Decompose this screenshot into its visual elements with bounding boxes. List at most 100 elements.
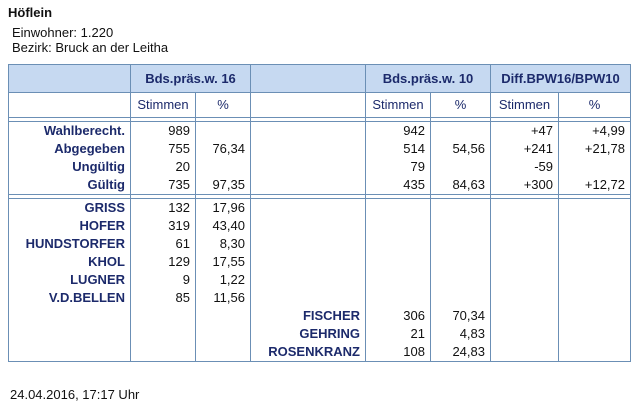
table-cell: Ungültig bbox=[8, 158, 131, 176]
table-cell: 989 bbox=[130, 121, 196, 140]
table-cell: 20 bbox=[130, 158, 196, 176]
table-cell: Bds.präs.w. 16 bbox=[130, 64, 251, 93]
table-cell bbox=[130, 307, 196, 325]
table-cell: -59 bbox=[490, 158, 559, 176]
table-row: Stimmen% Stimmen% Stimmen% bbox=[8, 92, 631, 118]
timestamp: 24.04.2016, 17:17 Uhr bbox=[10, 387, 140, 402]
table-row: LUGNER 9 1,22 bbox=[8, 271, 631, 289]
table-cell: 17,55 bbox=[195, 253, 251, 271]
table-cell bbox=[365, 289, 431, 307]
table-cell bbox=[195, 343, 251, 362]
table-cell: 54,56 bbox=[430, 140, 491, 158]
table-cell bbox=[430, 235, 491, 253]
table-cell bbox=[558, 217, 631, 235]
table-row: HUNDSTORFER 61 8,30 bbox=[8, 235, 631, 253]
table-cell bbox=[490, 343, 559, 362]
table-cell bbox=[430, 121, 491, 140]
table-row: Ungültig 20 79 -59 bbox=[8, 158, 631, 176]
table-cell: 97,35 bbox=[195, 176, 251, 195]
table-cell bbox=[130, 343, 196, 362]
results-table: Bds.präs.w. 16 Bds.präs.w. 10 Diff.BPW16/B… bbox=[8, 64, 631, 362]
table-cell: 755 bbox=[130, 140, 196, 158]
table-cell: HOFER bbox=[8, 217, 131, 235]
table-cell: FISCHER bbox=[250, 307, 366, 325]
table-cell bbox=[558, 271, 631, 289]
table-cell: 70,34 bbox=[430, 307, 491, 325]
table-cell: 108 bbox=[365, 343, 431, 362]
table-cell: KHOL bbox=[8, 253, 131, 271]
table-cell bbox=[430, 198, 491, 217]
table-cell: 24,83 bbox=[430, 343, 491, 362]
table-cell: 84,63 bbox=[430, 176, 491, 195]
table-cell: Stimmen bbox=[365, 92, 431, 118]
table-cell: 319 bbox=[130, 217, 196, 235]
table-row: HOFER 319 43,40 bbox=[8, 217, 631, 235]
table-cell: % bbox=[430, 92, 491, 118]
table-cell bbox=[430, 271, 491, 289]
table-cell bbox=[490, 235, 559, 253]
table-cell: 132 bbox=[130, 198, 196, 217]
table-cell: 4,83 bbox=[430, 325, 491, 343]
table-cell bbox=[430, 253, 491, 271]
table-row: GEHRING 21 4,83 bbox=[8, 325, 631, 343]
table-cell: +4,99 bbox=[558, 121, 631, 140]
table-row: GRISS 132 17,96 bbox=[8, 198, 631, 217]
table-cell: 17,96 bbox=[195, 198, 251, 217]
table-cell bbox=[490, 307, 559, 325]
table-cell bbox=[558, 325, 631, 343]
table-cell bbox=[250, 198, 366, 217]
table-row: Gültig 735 97,35 435 84,63 +300 +12,72 bbox=[8, 176, 631, 195]
table-cell bbox=[490, 289, 559, 307]
table-cell bbox=[250, 289, 366, 307]
population: Einwohner: 1.220 bbox=[12, 25, 114, 40]
table-row bbox=[8, 117, 631, 122]
table-cell: +47 bbox=[490, 121, 559, 140]
table-cell bbox=[250, 217, 366, 235]
table-cell bbox=[130, 325, 196, 343]
table-cell: +241 bbox=[490, 140, 559, 158]
table-cell: 61 bbox=[130, 235, 196, 253]
table-cell bbox=[558, 289, 631, 307]
table-cell bbox=[250, 271, 366, 289]
table-cell: 514 bbox=[365, 140, 431, 158]
table-row: ROSENKRANZ 108 24,83 bbox=[8, 343, 631, 362]
table-cell: 79 bbox=[365, 158, 431, 176]
table-cell bbox=[490, 325, 559, 343]
table-cell: Stimmen bbox=[490, 92, 559, 118]
table-row: KHOL 129 17,55 bbox=[8, 253, 631, 271]
table-cell: 306 bbox=[365, 307, 431, 325]
table-cell: +21,78 bbox=[558, 140, 631, 158]
table-row: FISCHER 306 70,34 bbox=[8, 307, 631, 325]
table-cell: 1,22 bbox=[195, 271, 251, 289]
table-row: Abgegeben 755 76,34 514 54,56 +241 +21,78 bbox=[8, 140, 631, 158]
table-cell bbox=[365, 217, 431, 235]
table-cell: 11,56 bbox=[195, 289, 251, 307]
table-cell bbox=[430, 158, 491, 176]
table-row: Wahlberecht. 989 942 +47 +4,99 bbox=[8, 121, 631, 140]
table-cell: Gültig bbox=[8, 176, 131, 195]
table-cell: +300 bbox=[490, 176, 559, 195]
table-row bbox=[8, 194, 631, 199]
table-cell bbox=[250, 92, 366, 118]
table-cell: 9 bbox=[130, 271, 196, 289]
table-cell bbox=[558, 194, 631, 199]
table-cell bbox=[250, 235, 366, 253]
table-cell bbox=[8, 92, 131, 118]
table-cell: LUGNER bbox=[8, 271, 131, 289]
table-cell bbox=[250, 158, 366, 176]
table-cell: HUNDSTORFER bbox=[8, 235, 131, 253]
table-cell: GRISS bbox=[8, 198, 131, 217]
table-cell bbox=[250, 140, 366, 158]
table-cell: 21 bbox=[365, 325, 431, 343]
table-cell bbox=[558, 235, 631, 253]
table-row: V.D.BELLEN 85 11,56 bbox=[8, 289, 631, 307]
table-cell bbox=[558, 307, 631, 325]
table-cell bbox=[490, 253, 559, 271]
table-cell: 129 bbox=[130, 253, 196, 271]
table-cell bbox=[250, 253, 366, 271]
table-cell bbox=[490, 217, 559, 235]
table-cell bbox=[365, 253, 431, 271]
table-cell: Bds.präs.w. 10 bbox=[365, 64, 491, 93]
table-cell bbox=[558, 158, 631, 176]
